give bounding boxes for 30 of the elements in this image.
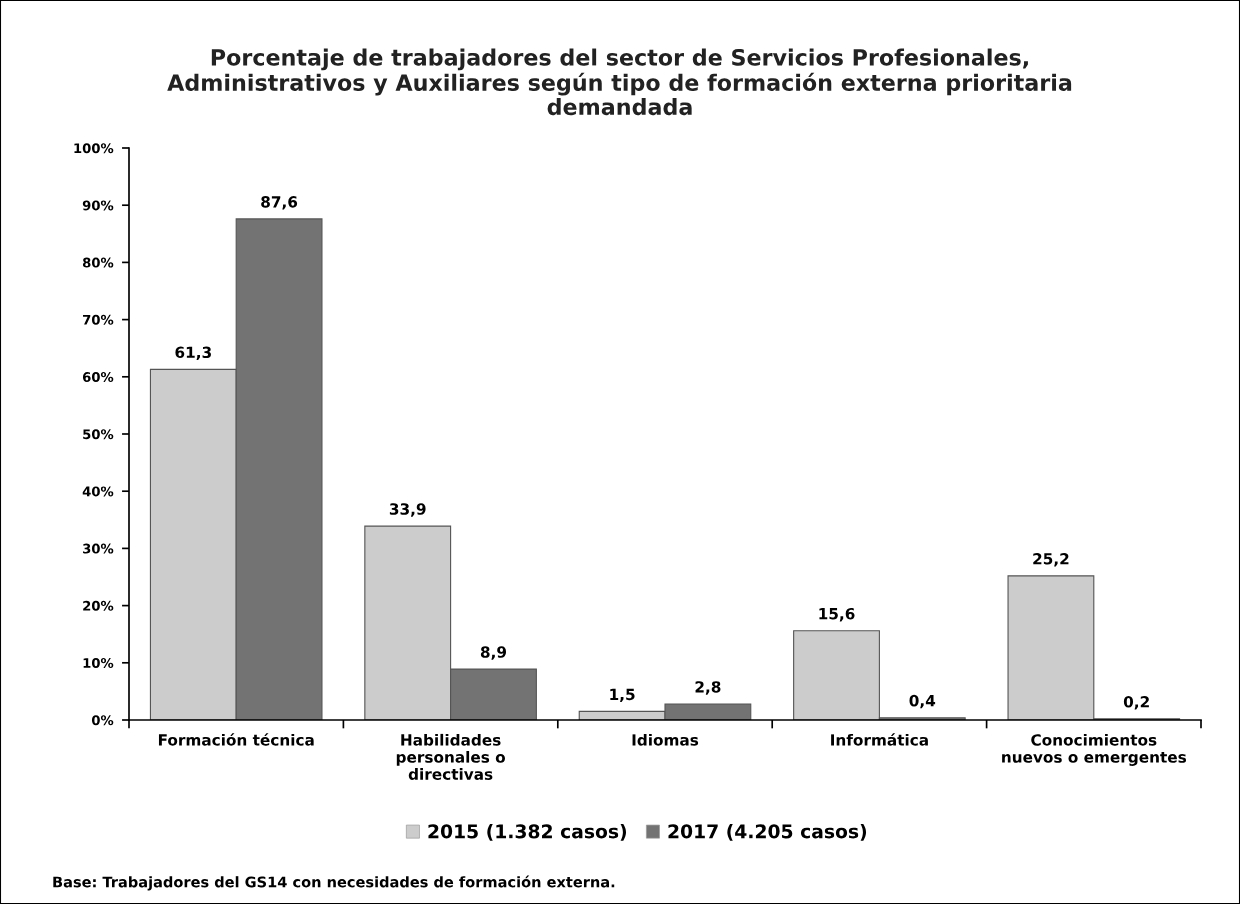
y-tick-label: 60%: [82, 372, 114, 382]
y-tick-label: 10%: [83, 658, 114, 668]
y-tick-label: 30%: [83, 543, 114, 554]
data-label: 61,3: [175, 346, 211, 361]
y-tick-label: 20%: [83, 600, 114, 611]
data-label: 25,2: [1033, 553, 1069, 567]
data-label: 87,6: [261, 196, 298, 210]
y-tick-label: 100%: [74, 143, 114, 154]
chart-title: Porcentaje de trabajadores del sector de Servicios Profesionales, Administrativos y Auxiliares según tipo de formación externa prioritaria demandada: [167, 48, 1072, 116]
data-label: 15,6: [819, 607, 855, 622]
x-tick-label: Informática: [831, 733, 928, 746]
y-tick-label: 70%: [83, 314, 114, 325]
y-tick-label: 80%: [82, 257, 114, 268]
data-label: 0,2: [1123, 696, 1149, 710]
legend-label: 2017 (4.205 casos): [668, 823, 867, 841]
x-tick-label: Formación técnica: [158, 733, 314, 746]
data-label: 8,9: [480, 646, 507, 660]
x-tick-label: Idiomas: [632, 733, 699, 746]
x-tick-label: Habilidades personales o directivas: [396, 733, 505, 780]
data-label: 1,5: [610, 688, 635, 703]
y-tick-label: 50%: [83, 429, 114, 440]
data-label: 2,8: [695, 681, 721, 695]
y-tick-label: 90%: [82, 200, 114, 211]
y-tick-label: 40%: [82, 486, 114, 497]
data-label: 0,4: [909, 694, 936, 709]
x-tick-label: Conocimientos nuevos o emergentes: [1002, 733, 1187, 766]
legend-label: 2015 (1.382 casos): [428, 823, 627, 841]
y-tick-label: 0%: [91, 715, 114, 726]
data-label: 33,9: [389, 503, 426, 517]
text: Base: Trabajadores del GS14 con necesidades de formación externa.: [53, 875, 615, 891]
